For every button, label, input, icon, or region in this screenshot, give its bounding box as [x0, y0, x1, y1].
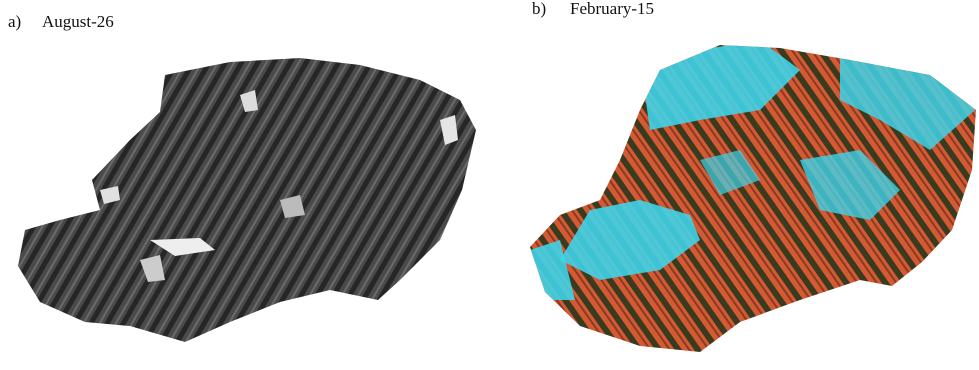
- page: a) August-26 b) February-15 (() => { con…: [0, 0, 979, 365]
- satellite-image: [520, 40, 979, 360]
- panel-title: February-15: [570, 0, 654, 18]
- satellite-image: [0, 40, 490, 360]
- figure: a) August-26 b) February-15: [0, 0, 979, 365]
- panel-label: b): [532, 0, 546, 18]
- panel-b: b) February-15: [520, 0, 979, 360]
- panel-a: a) August-26: [0, 12, 490, 360]
- panel-title: August-26: [42, 12, 114, 31]
- panel-label: a): [8, 12, 21, 31]
